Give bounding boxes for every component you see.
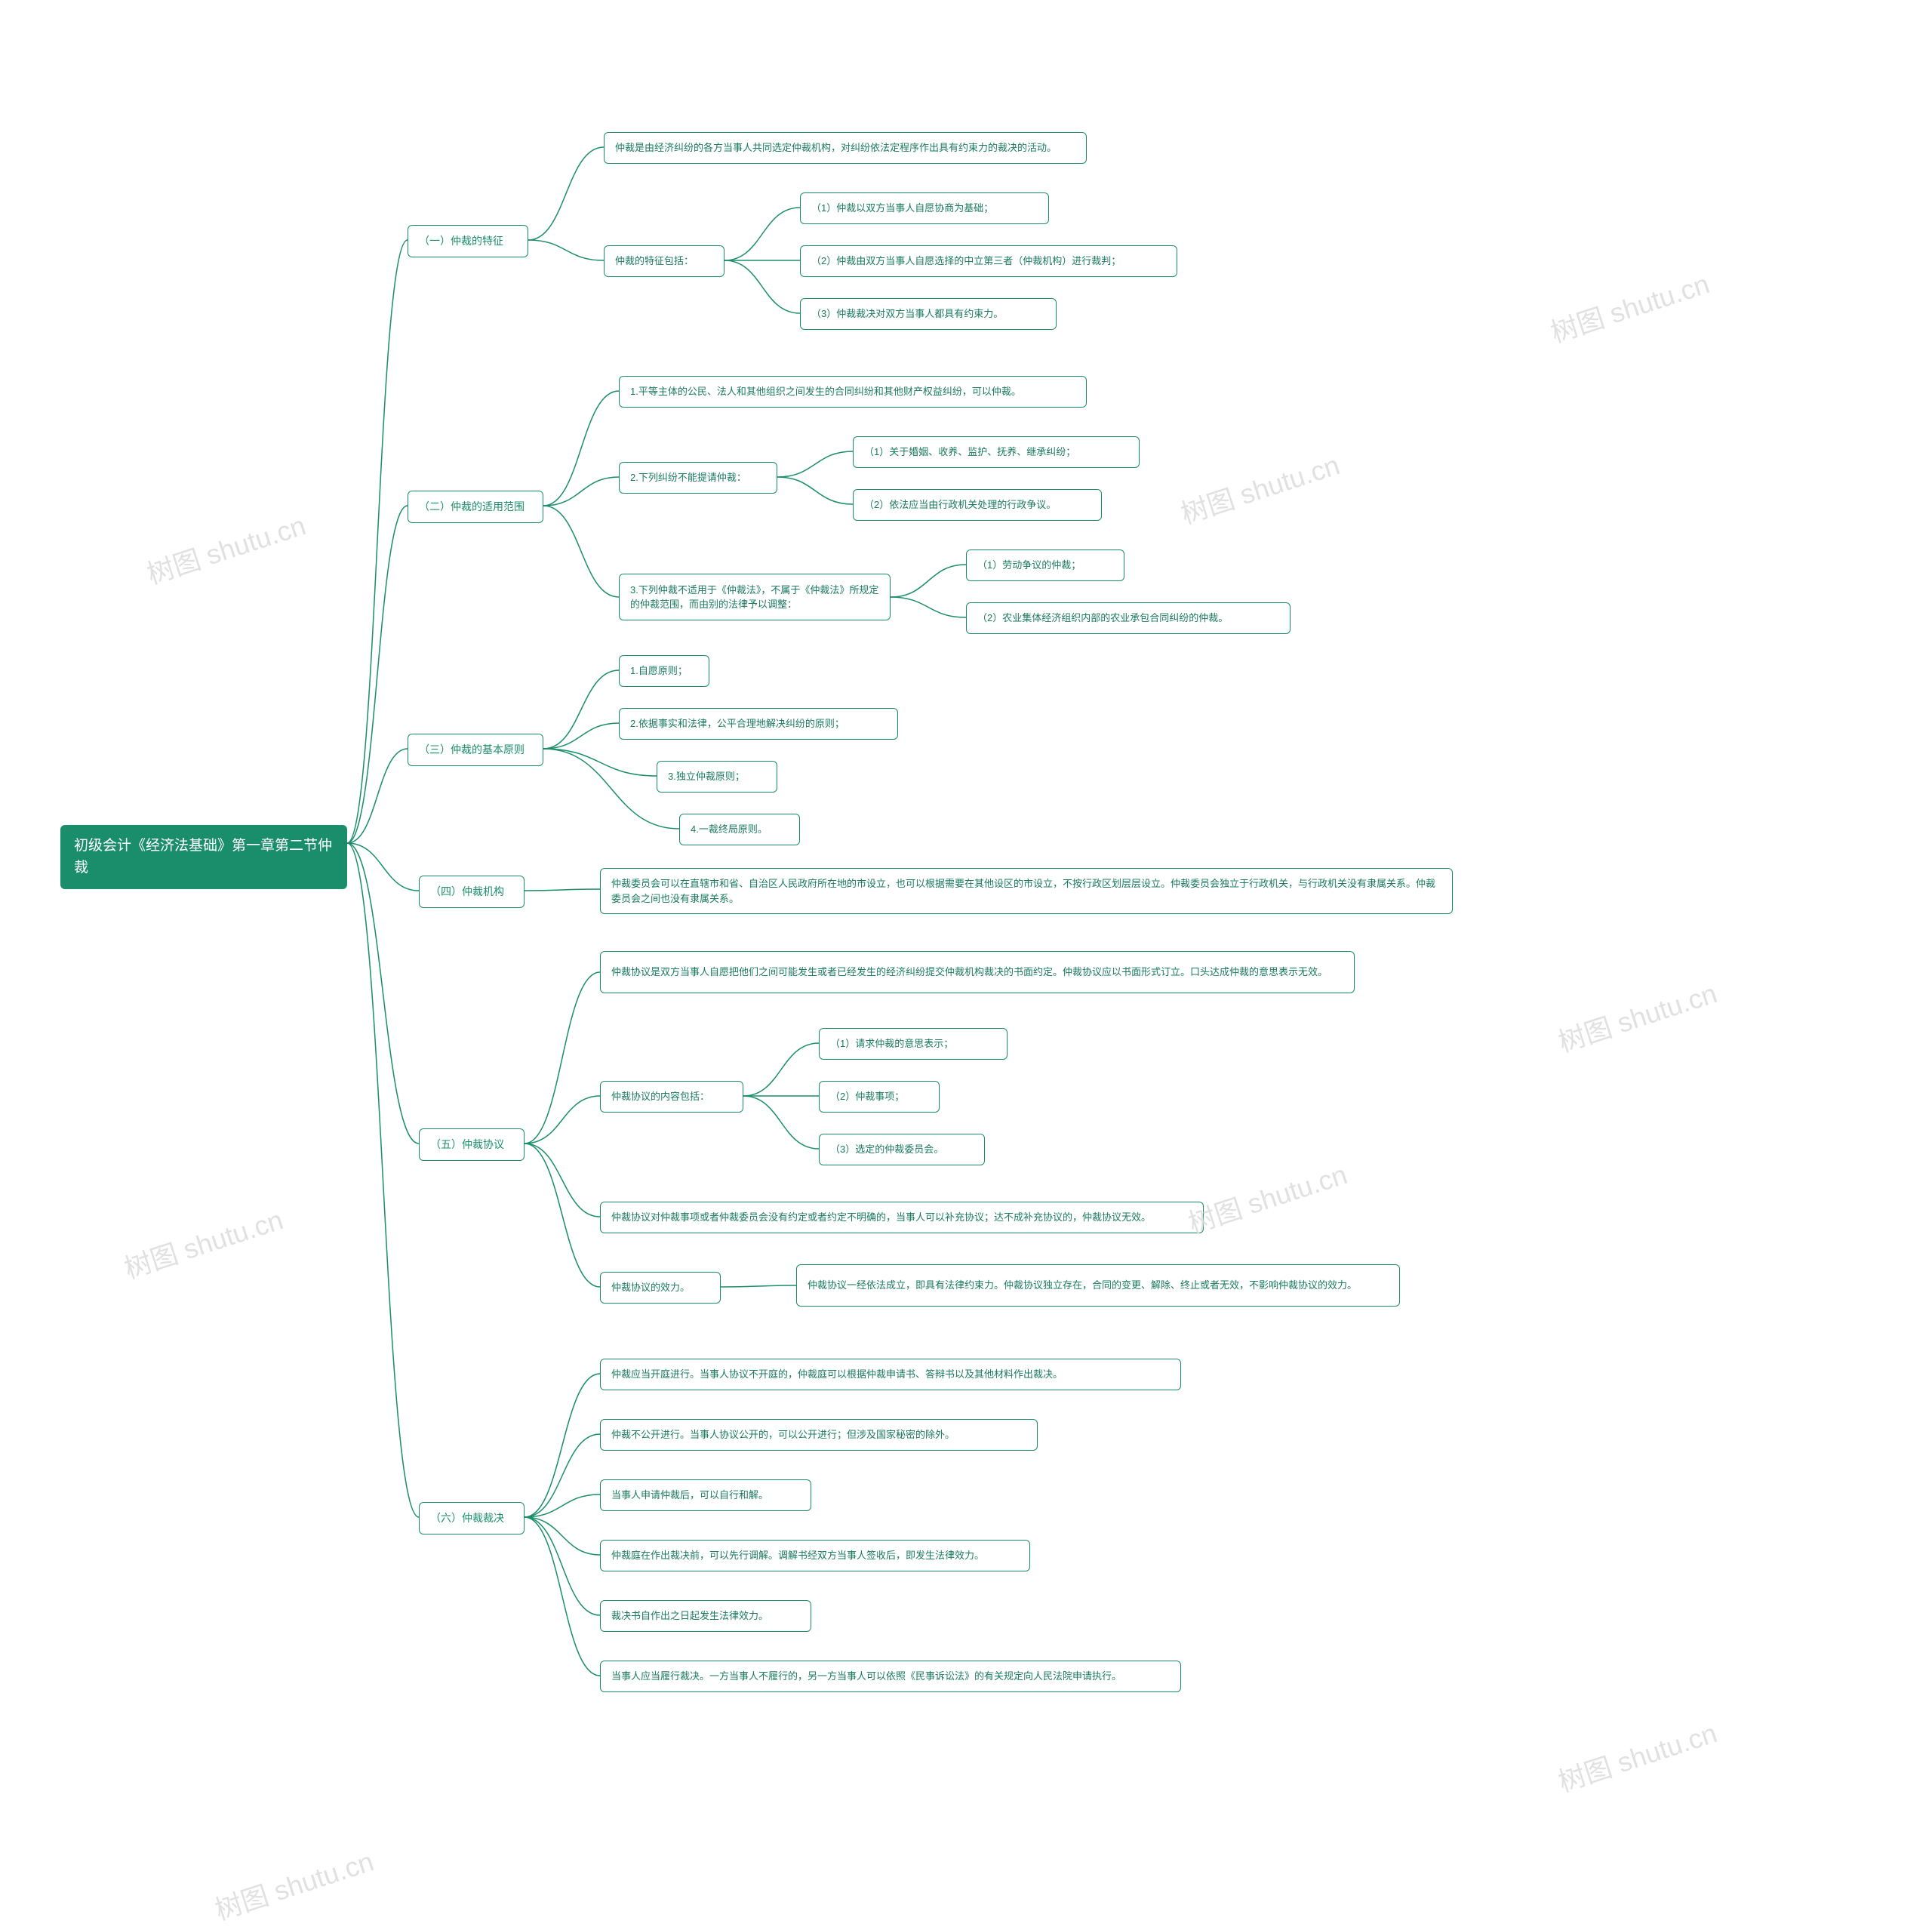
watermark: 树图 shutu.cn bbox=[1175, 444, 1343, 532]
s5b2-text: （2）仲裁事项； bbox=[830, 1089, 904, 1104]
section-6: （六）仲裁裁决 bbox=[419, 1502, 525, 1534]
s5b-sub-1: （1）请求仲裁的意思表示； bbox=[819, 1028, 1008, 1060]
s1-item-a: 仲裁是由经济纠纷的各方当事人共同选定仲裁机构，对纠纷依法定程序作出具有约束力的裁… bbox=[604, 132, 1087, 164]
section-2-label: （二）仲裁的适用范围 bbox=[419, 499, 525, 515]
section-6-label: （六）仲裁裁决 bbox=[430, 1510, 504, 1526]
s6-item-e: 裁决书自作出之日起发生法律效力。 bbox=[600, 1600, 811, 1632]
s1b-sub-3: （3）仲裁裁决对双方当事人都具有约束力。 bbox=[800, 298, 1057, 330]
section-2: （二）仲裁的适用范围 bbox=[408, 491, 543, 523]
s5-item-b: 仲裁协议的内容包括： bbox=[600, 1081, 743, 1113]
s2b-text: 2.下列纠纷不能提请仲裁： bbox=[630, 470, 746, 485]
section-1: （一）仲裁的特征 bbox=[408, 225, 528, 257]
s3d-text: 4.一裁终局原则。 bbox=[691, 822, 768, 837]
watermark: 树图 shutu.cn bbox=[141, 504, 309, 593]
s5d-sub-1: 仲裁协议一经依法成立，即具有法律约束力。仲裁协议独立存在，合同的变更、解除、终止… bbox=[796, 1264, 1400, 1307]
s1b1-text: （1）仲裁以双方当事人自愿协商为基础； bbox=[811, 201, 993, 216]
s3c-text: 3.独立仲裁原则； bbox=[668, 769, 745, 784]
s5b-sub-2: （2）仲裁事项； bbox=[819, 1081, 940, 1113]
s5-item-c: 仲裁协议对仲裁事项或者仲裁委员会没有约定或者约定不明确的，当事人可以补充协议；达… bbox=[600, 1202, 1204, 1233]
s2-item-a: 1.平等主体的公民、法人和其他组织之间发生的合同纠纷和其他财产权益纠纷，可以仲裁… bbox=[619, 376, 1087, 408]
s5-item-a: 仲裁协议是双方当事人自愿把他们之间可能发生或者已经发生的经济纠纷提交仲裁机构裁决… bbox=[600, 951, 1355, 993]
s6c-text: 当事人申请仲裁后，可以自行和解。 bbox=[611, 1488, 768, 1503]
s6f-text: 当事人应当履行裁决。一方当事人不履行的，另一方当事人可以依照《民事诉讼法》的有关… bbox=[611, 1669, 1121, 1684]
s6-item-a: 仲裁应当开庭进行。当事人协议不开庭的，仲裁庭可以根据仲裁申请书、答辩书以及其他材… bbox=[600, 1359, 1181, 1390]
s5b-sub-3: （3）选定的仲裁委员会。 bbox=[819, 1134, 985, 1165]
s3-item-b: 2.依据事实和法律，公平合理地解决纠纷的原则； bbox=[619, 708, 898, 740]
s5b1-text: （1）请求仲裁的意思表示； bbox=[830, 1036, 953, 1051]
section-3-label: （三）仲裁的基本原则 bbox=[419, 742, 525, 758]
s2b2-text: （2）依法应当由行政机关处理的行政争议。 bbox=[864, 497, 1056, 513]
section-3: （三）仲裁的基本原则 bbox=[408, 734, 543, 766]
watermark: 树图 shutu.cn bbox=[209, 1840, 377, 1928]
watermark: 树图 shutu.cn bbox=[1552, 972, 1721, 1060]
watermark: 树图 shutu.cn bbox=[1545, 263, 1713, 351]
s1b3-text: （3）仲裁裁决对双方当事人都具有约束力。 bbox=[811, 306, 1003, 322]
s5b-text: 仲裁协议的内容包括： bbox=[611, 1089, 709, 1104]
s1a-text: 仲裁是由经济纠纷的各方当事人共同选定仲裁机构，对纠纷依法定程序作出具有约束力的裁… bbox=[615, 140, 1057, 155]
s1-item-b: 仲裁的特征包括： bbox=[604, 245, 724, 277]
s5d1-text: 仲裁协议一经依法成立，即具有法律约束力。仲裁协议独立存在，合同的变更、解除、终止… bbox=[808, 1278, 1357, 1293]
s1b-text: 仲裁的特征包括： bbox=[615, 254, 694, 269]
s1b2-text: （2）仲裁由双方当事人自愿选择的中立第三者（仲裁机构）进行裁判； bbox=[811, 254, 1121, 269]
section-4: （四）仲裁机构 bbox=[419, 876, 525, 908]
section-5: （五）仲裁协议 bbox=[419, 1128, 525, 1161]
s2b-sub-1: （1）关于婚姻、收养、监护、抚养、继承纠纷； bbox=[853, 436, 1140, 468]
watermark: 树图 shutu.cn bbox=[118, 1199, 287, 1287]
s1b-sub-1: （1）仲裁以双方当事人自愿协商为基础； bbox=[800, 192, 1049, 224]
s3-item-c: 3.独立仲裁原则； bbox=[657, 761, 777, 793]
watermark: 树图 shutu.cn bbox=[1552, 1712, 1721, 1800]
s2c1-text: （1）劳动争议的仲裁； bbox=[977, 558, 1081, 573]
s2-item-b: 2.下列纠纷不能提请仲裁： bbox=[619, 462, 777, 494]
root-label: 初级会计《经济法基础》第一章第二节仲裁 bbox=[74, 836, 334, 879]
s3a-text: 1.自愿原则； bbox=[630, 663, 688, 679]
s6b-text: 仲裁不公开进行。当事人协议公开的，可以公开进行；但涉及国家秘密的除外。 bbox=[611, 1427, 955, 1442]
s6-item-c: 当事人申请仲裁后，可以自行和解。 bbox=[600, 1479, 811, 1511]
s5-item-d: 仲裁协议的效力。 bbox=[600, 1272, 721, 1304]
section-5-label: （五）仲裁协议 bbox=[430, 1137, 504, 1153]
s6d-text: 仲裁庭在作出裁决前，可以先行调解。调解书经双方当事人签收后，即发生法律效力。 bbox=[611, 1548, 984, 1563]
s6-item-f: 当事人应当履行裁决。一方当事人不履行的，另一方当事人可以依照《民事诉讼法》的有关… bbox=[600, 1661, 1181, 1692]
s2c-sub-1: （1）劳动争议的仲裁； bbox=[966, 549, 1124, 581]
s6e-text: 裁决书自作出之日起发生法律效力。 bbox=[611, 1608, 768, 1624]
s3b-text: 2.依据事实和法律，公平合理地解决纠纷的原则； bbox=[630, 716, 844, 731]
s3-item-d: 4.一裁终局原则。 bbox=[679, 814, 800, 845]
s3-item-a: 1.自愿原则； bbox=[619, 655, 709, 687]
s4a-text: 仲裁委员会可以在直辖市和省、自治区人民政府所在地的市设立，也可以根据需要在其他设… bbox=[611, 876, 1441, 906]
s2-item-c: 3.下列仲裁不适用于《仲裁法》，不属于《仲裁法》所规定的仲裁范围，而由别的法律予… bbox=[619, 574, 891, 620]
s6-item-b: 仲裁不公开进行。当事人协议公开的，可以公开进行；但涉及国家秘密的除外。 bbox=[600, 1419, 1038, 1451]
s2c2-text: （2）农业集体经济组织内部的农业承包合同纠纷的仲裁。 bbox=[977, 611, 1228, 626]
s2b-sub-2: （2）依法应当由行政机关处理的行政争议。 bbox=[853, 489, 1102, 521]
s5d-text: 仲裁协议的效力。 bbox=[611, 1280, 690, 1295]
s6-item-d: 仲裁庭在作出裁决前，可以先行调解。调解书经双方当事人签收后，即发生法律效力。 bbox=[600, 1540, 1030, 1571]
s5a-text: 仲裁协议是双方当事人自愿把他们之间可能发生或者已经发生的经济纠纷提交仲裁机构裁决… bbox=[611, 965, 1327, 980]
root-node: 初级会计《经济法基础》第一章第二节仲裁 bbox=[60, 825, 347, 889]
section-4-label: （四）仲裁机构 bbox=[430, 884, 504, 900]
s2c-sub-2: （2）农业集体经济组织内部的农业承包合同纠纷的仲裁。 bbox=[966, 602, 1291, 634]
s2c-text: 3.下列仲裁不适用于《仲裁法》，不属于《仲裁法》所规定的仲裁范围，而由别的法律予… bbox=[630, 583, 879, 612]
s2a-text: 1.平等主体的公民、法人和其他组织之间发生的合同纠纷和其他财产权益纠纷，可以仲裁… bbox=[630, 384, 1021, 399]
s5c-text: 仲裁协议对仲裁事项或者仲裁委员会没有约定或者约定不明确的，当事人可以补充协议；达… bbox=[611, 1210, 1151, 1225]
watermark: 树图 shutu.cn bbox=[1183, 1153, 1351, 1242]
s6a-text: 仲裁应当开庭进行。当事人协议不开庭的，仲裁庭可以根据仲裁申请书、答辩书以及其他材… bbox=[611, 1367, 1063, 1382]
s5b3-text: （3）选定的仲裁委员会。 bbox=[830, 1142, 943, 1157]
s4-item-a: 仲裁委员会可以在直辖市和省、自治区人民政府所在地的市设立，也可以根据需要在其他设… bbox=[600, 868, 1453, 914]
section-1-label: （一）仲裁的特征 bbox=[419, 233, 503, 249]
s2b1-text: （1）关于婚姻、收养、监护、抚养、继承纠纷； bbox=[864, 445, 1075, 460]
s1b-sub-2: （2）仲裁由双方当事人自愿选择的中立第三者（仲裁机构）进行裁判； bbox=[800, 245, 1177, 277]
